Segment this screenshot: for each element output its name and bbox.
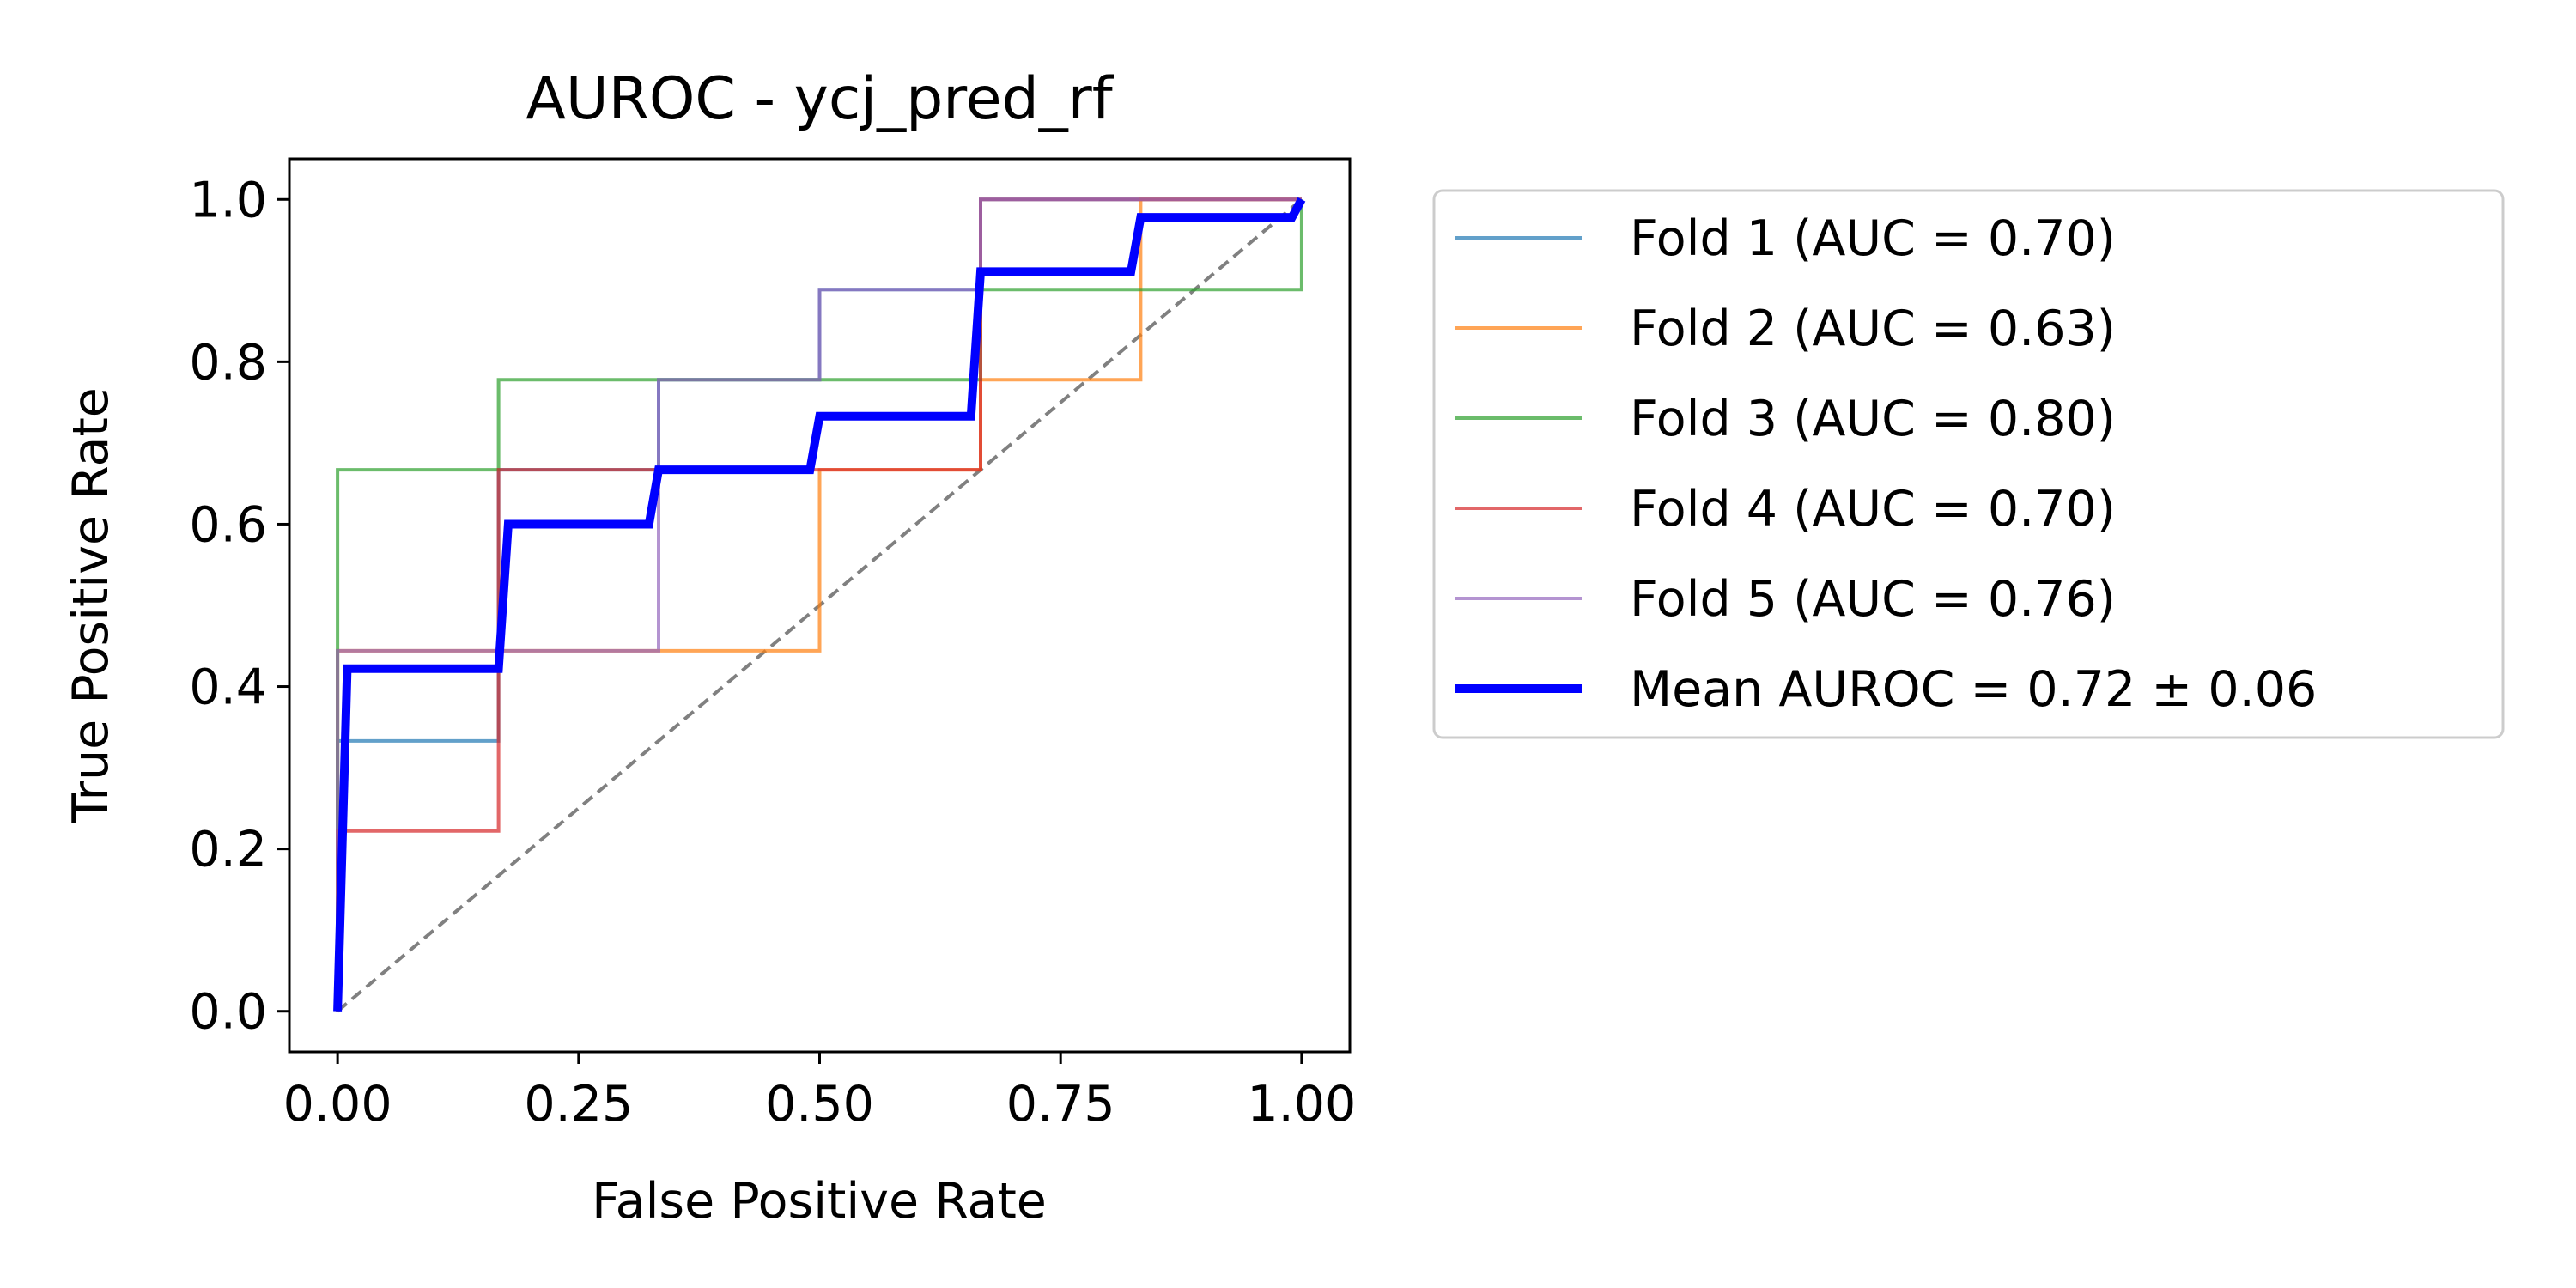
x-tick-label: 1.00 [1247,1076,1356,1133]
y-tick-label: 0.8 [189,334,267,391]
x-tick-label: 0.00 [283,1076,392,1133]
chart-title: AUROC - ycj_pred_rf [526,65,1114,133]
x-axis-label: False Positive Rate [592,1173,1047,1230]
x-tick-label: 0.25 [524,1076,633,1133]
y-tick-label: 0.2 [189,822,267,878]
legend-box [1432,189,2505,739]
legend-label: Fold 4 (AUC = 0.70) [1630,481,2116,538]
x-tick-label: 0.50 [765,1076,874,1133]
legend-label: Fold 2 (AUC = 0.63) [1630,301,2116,357]
y-tick-label: 0.4 [189,659,267,716]
legend-label: Fold 5 (AUC = 0.76) [1630,571,2116,628]
fold-5-line [336,197,1302,1012]
plot-lines [333,197,1306,1013]
y-tick-label: 0.0 [189,984,267,1041]
y-axis-label: True Positive Rate [63,387,119,824]
y-tick-label: 1.0 [189,172,267,228]
legend-label: Mean AUROC = 0.72 ± 0.06 [1630,661,2317,718]
legend: Fold 1 (AUC = 0.70) Fold 2 (AUC = 0.63) Fo… [1432,189,2505,739]
x-axis-ticks: 0.00 0.25 0.50 0.75 1.00 [283,1052,1356,1133]
mean-auroc-line [333,197,1306,1012]
y-tick-label: 0.6 [189,496,267,553]
y-axis-ticks: 0.0 0.2 0.4 0.6 0.8 1.0 [189,172,289,1041]
legend-label: Fold 3 (AUC = 0.80) [1630,391,2116,447]
x-tick-label: 0.75 [1006,1076,1115,1133]
legend-label: Fold 1 (AUC = 0.70) [1630,210,2116,267]
